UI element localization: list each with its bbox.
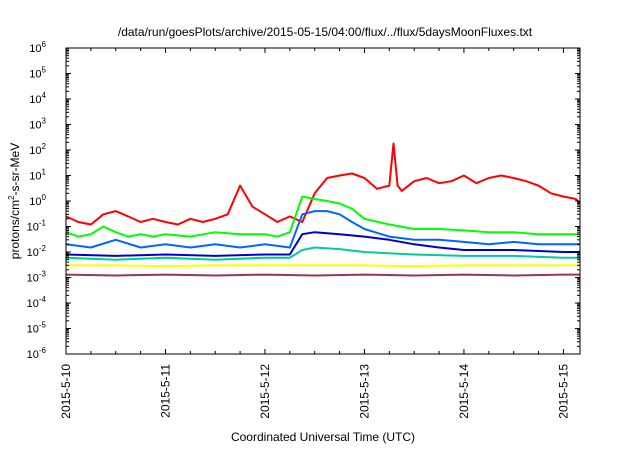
y-tick-label-exponent: 1 <box>42 168 47 177</box>
x-tick-label: 2015-5-14 <box>457 364 471 419</box>
y-axis-label: protons/cm2-s-sr-MeV <box>7 143 22 259</box>
series-line-1 <box>65 142 581 226</box>
y-tick-label: 10-2 <box>27 244 47 259</box>
y-tick-label-exponent: 5 <box>42 66 47 75</box>
x-tick-label: 2015-5-13 <box>358 364 372 419</box>
series-line-3 <box>65 210 580 249</box>
y-tick-label-exponent: 2 <box>42 142 47 151</box>
y-tick-label: 10-4 <box>27 295 47 310</box>
y-tick-label-exponent: -1 <box>39 219 47 228</box>
x-axis-label: Coordinated Universal Time (UTC) <box>231 430 415 444</box>
y-tick-label-exponent: 0 <box>42 193 47 202</box>
y-tick-label-exponent: -5 <box>39 321 47 330</box>
y-axis-label-suffix: -s-sr-MeV <box>8 143 22 196</box>
y-tick-label: 10-6 <box>27 346 47 361</box>
y-tick-label: 102 <box>29 142 46 157</box>
y-tick-label: 103 <box>29 117 46 132</box>
series-line-4 <box>65 231 580 257</box>
y-tick-label: 100 <box>29 193 46 208</box>
y-tick-label-exponent: -4 <box>39 295 47 304</box>
y-tick-label: 10-5 <box>27 321 47 336</box>
y-tick-label: 104 <box>29 91 46 106</box>
y-axis-label-sup: 2 <box>7 195 16 200</box>
y-tick-label-exponent: 4 <box>42 91 47 100</box>
y-tick-label-exponent: 3 <box>42 117 47 126</box>
x-tick-label: 2015-5-11 <box>159 364 173 418</box>
x-tick-label: 2015-5-10 <box>59 364 73 419</box>
chart-title: /data/run/goesPlots/archive/2015-05-15/0… <box>118 25 533 39</box>
series-line-6 <box>66 264 580 268</box>
series-line-5 <box>65 246 580 261</box>
series-line-7 <box>65 273 580 277</box>
y-tick-label-exponent: -3 <box>39 270 47 279</box>
x-tick-label: 2015-5-12 <box>258 364 272 419</box>
y-tick-label: 10-1 <box>27 219 47 234</box>
y-axis-label-prefix: protons/cm <box>8 200 22 259</box>
series-layer <box>65 142 581 277</box>
y-axis: 10-610-510-410-310-210-11001011021031041… <box>27 40 580 361</box>
y-tick-label: 101 <box>29 168 46 183</box>
y-tick-label: 106 <box>29 40 46 55</box>
y-tick-label-exponent: -6 <box>39 346 47 355</box>
x-axis: 2015-5-10 2015-5-11 2015-5-12 2015-5-13 2015… <box>59 48 570 419</box>
y-tick-label: 10-3 <box>27 270 47 285</box>
series-line-2 <box>65 195 580 238</box>
y-tick-label-exponent: -2 <box>39 244 47 253</box>
y-tick-label: 105 <box>29 66 46 81</box>
y-tick-label-exponent: 6 <box>42 40 47 49</box>
x-tick-label: 2015-5-15 <box>556 364 570 419</box>
